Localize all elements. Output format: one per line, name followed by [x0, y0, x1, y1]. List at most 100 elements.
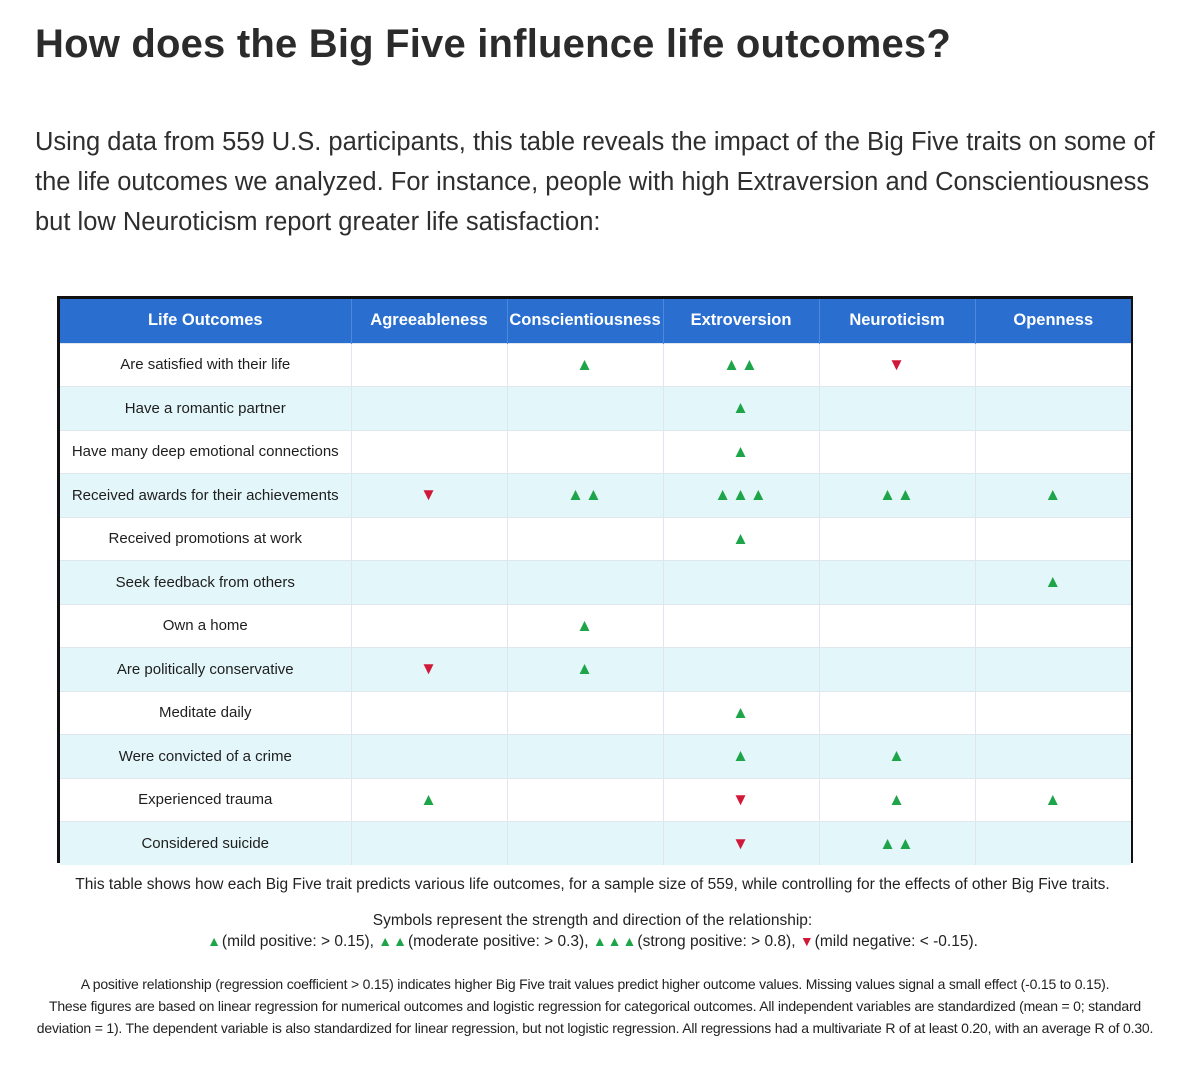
up-triangle-icon: ▲ — [888, 746, 906, 766]
outcome-label: Experienced trauma — [60, 777, 352, 822]
up-triangle-icon: ▲▲ — [879, 485, 915, 505]
up-triangle-icon: ▲ — [732, 746, 750, 766]
effect-cell — [351, 821, 508, 865]
up-triangle-icon: ▲ — [732, 398, 750, 418]
outcome-label: Were convicted of a crime — [60, 734, 352, 778]
legend-text: (moderate positive: > 0.3), — [408, 933, 589, 950]
effect-cell: ▲ — [663, 516, 820, 561]
effect-cell: ▲ — [819, 777, 976, 822]
up-triangle-icon: ▲ — [576, 615, 594, 635]
outcome-label: Meditate daily — [60, 690, 352, 735]
effect-cell — [819, 516, 976, 561]
header-agreeableness: Agreeableness — [351, 299, 508, 343]
up-triangle-icon: ▲ — [576, 659, 594, 679]
legend-text: (strong positive: > 0.8), — [637, 933, 796, 950]
down-triangle-icon: ▼ — [732, 789, 750, 809]
effect-cell: ▲ — [663, 429, 820, 474]
effect-cell — [819, 647, 976, 691]
effect-cell — [975, 647, 1131, 691]
table-row: Own a home ▲ — [60, 603, 1131, 648]
effect-cell: ▼ — [663, 821, 820, 865]
effect-cell: ▲ — [663, 734, 820, 778]
effect-cell — [351, 429, 508, 474]
effect-cell — [819, 603, 976, 648]
footnote-line: A positive relationship (regression coef… — [80, 976, 1110, 992]
up-triangle-icon: ▲ — [888, 789, 906, 809]
outcome-label: Received promotions at work — [60, 516, 352, 561]
up-triangle-icon: ▲ — [732, 441, 750, 461]
effect-cell — [351, 603, 508, 648]
effect-cell: ▼ — [819, 342, 976, 387]
table-row: Have a romantic partner ▲ — [60, 386, 1131, 430]
table-row: Seek feedback from others ▲ — [60, 560, 1131, 604]
effect-cell — [507, 777, 664, 822]
effect-cell — [351, 342, 508, 387]
up-triangle-icon: ▲ — [1044, 789, 1063, 809]
table-row: Are satisfied with their life ▲ ▲▲ ▼ — [60, 342, 1131, 387]
symbol-legend: ▲(mild positive: > 0.15), ▲▲(moderate po… — [0, 933, 1185, 951]
effect-cell — [819, 429, 976, 474]
effect-cell — [351, 690, 508, 735]
outcomes-table: Life Outcomes Agreeableness Conscientiou… — [60, 299, 1131, 865]
effect-cell — [819, 690, 976, 735]
outcome-label: Have many deep emotional connections — [60, 429, 352, 474]
up-triangle-icon: ▲▲▲ — [592, 933, 638, 949]
effect-cell — [975, 603, 1131, 648]
table-header-row: Life Outcomes Agreeableness Conscientiou… — [60, 299, 1131, 343]
effect-cell — [663, 560, 820, 604]
effect-cell — [975, 690, 1131, 735]
effect-cell: ▲ — [507, 342, 664, 387]
effect-cell: ▲ — [507, 603, 664, 648]
effect-cell: ▲ — [663, 690, 820, 735]
up-triangle-icon: ▲ — [576, 354, 594, 374]
legend-text: (mild negative: < -0.15). — [814, 933, 978, 950]
effect-cell — [507, 560, 664, 604]
outcome-label: Are satisfied with their life — [60, 342, 352, 387]
effect-cell — [351, 516, 508, 561]
up-triangle-icon: ▲ — [1044, 572, 1063, 592]
effect-cell: ▲ — [351, 777, 508, 822]
effect-cell: ▲ — [975, 777, 1131, 822]
effect-cell — [351, 386, 508, 430]
effect-cell — [819, 386, 976, 430]
outcome-label: Are politically conservative — [60, 647, 352, 691]
effect-cell — [663, 647, 820, 691]
effect-cell — [975, 734, 1131, 778]
table-row: Have many deep emotional connections ▲ — [60, 429, 1131, 474]
table-row: Received promotions at work ▲ — [60, 516, 1131, 561]
effect-cell — [507, 734, 664, 778]
footnote-line: These figures are based on linear regres… — [48, 998, 1141, 1014]
effect-cell — [975, 516, 1131, 561]
outcome-label: Seek feedback from others — [60, 560, 352, 604]
methodology-footnote: A positive relationship (regression coef… — [30, 973, 1160, 1039]
effect-cell — [975, 429, 1131, 474]
effect-cell: ▲ — [663, 386, 820, 430]
table-row: Are politically conservative ▼ ▲ — [60, 647, 1131, 691]
up-triangle-icon: ▲ — [732, 528, 750, 548]
header-extroversion: Extroversion — [663, 299, 820, 343]
up-triangle-icon: ▲▲ — [378, 933, 409, 949]
effect-cell: ▲▲▲ — [663, 473, 820, 517]
effect-cell — [507, 690, 664, 735]
outcome-label: Own a home — [60, 603, 352, 648]
effect-cell — [663, 603, 820, 648]
up-triangle-icon: ▲ — [732, 702, 750, 722]
effect-cell — [975, 821, 1131, 865]
table-row: Received awards for their achievements ▼ ▲… — [60, 473, 1131, 517]
up-triangle-icon: ▲ — [207, 933, 222, 949]
effect-cell: ▼ — [663, 777, 820, 822]
effect-cell: ▲ — [819, 734, 976, 778]
legend-text: (mild positive: > 0.15), — [221, 933, 374, 950]
up-triangle-icon: ▲▲ — [879, 833, 915, 853]
table-row: Experienced trauma ▲ ▼ ▲ ▲ — [60, 777, 1131, 822]
down-triangle-icon: ▼ — [732, 833, 750, 853]
effect-cell — [351, 734, 508, 778]
intro-paragraph: Using data from 559 U.S. participants, t… — [35, 128, 1155, 236]
table-caption: This table shows how each Big Five trait… — [75, 876, 1110, 893]
down-triangle-icon: ▼ — [420, 659, 438, 679]
table-row: Were convicted of a crime ▲ ▲ — [60, 734, 1131, 778]
effect-cell: ▲▲ — [507, 473, 664, 517]
effect-cell: ▲▲ — [819, 821, 976, 865]
table-row: Considered suicide ▼ ▲▲ — [60, 821, 1131, 865]
down-triangle-icon: ▼ — [420, 485, 438, 505]
